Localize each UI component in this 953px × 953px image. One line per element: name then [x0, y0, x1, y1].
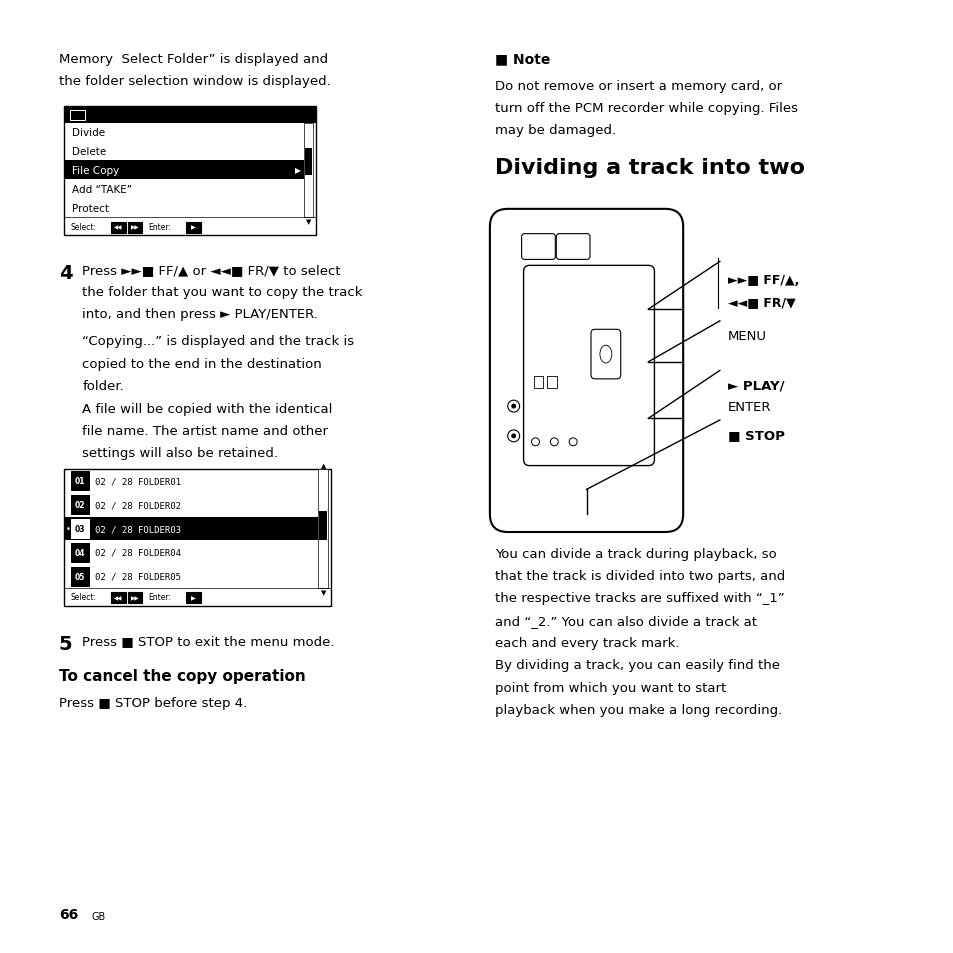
- FancyBboxPatch shape: [186, 222, 201, 233]
- FancyBboxPatch shape: [111, 593, 126, 604]
- Text: ► PLAY/: ► PLAY/: [727, 379, 783, 392]
- Text: •: •: [66, 524, 71, 534]
- Text: Enter:: Enter:: [148, 593, 171, 601]
- Text: Enter:: Enter:: [148, 222, 171, 232]
- Text: A file will be copied with the identical: A file will be copied with the identical: [82, 402, 333, 416]
- Text: ▶▶: ▶▶: [131, 596, 139, 600]
- Text: each and every track mark.: each and every track mark.: [495, 637, 679, 649]
- Text: ◀◀: ◀◀: [113, 596, 122, 600]
- Bar: [71, 496, 90, 515]
- Text: ▶: ▶: [191, 226, 195, 231]
- Text: Memory  Select Folder” is displayed and: Memory Select Folder” is displayed and: [59, 52, 328, 66]
- Text: ■ STOP: ■ STOP: [727, 429, 784, 441]
- Text: Delete: Delete: [71, 147, 106, 157]
- Bar: [71, 543, 90, 562]
- Text: ▶: ▶: [191, 596, 195, 600]
- Text: “Copying...” is displayed and the track is: “Copying...” is displayed and the track …: [82, 335, 355, 348]
- Text: 05: 05: [74, 572, 85, 581]
- Text: ▲: ▲: [320, 462, 326, 469]
- Bar: [303, 124, 314, 218]
- Text: 66: 66: [59, 907, 78, 922]
- Bar: [71, 567, 90, 586]
- Text: Add “TAKE”: Add “TAKE”: [71, 185, 132, 194]
- Bar: [304, 149, 313, 175]
- Bar: [533, 376, 543, 389]
- Text: 5: 5: [59, 634, 72, 653]
- Bar: [547, 376, 557, 389]
- Text: MENU: MENU: [727, 330, 766, 342]
- Text: Press ■ STOP to exit the menu mode.: Press ■ STOP to exit the menu mode.: [82, 634, 335, 647]
- Ellipse shape: [599, 346, 611, 364]
- Text: Press ►►■ FF/▲ or ◄◄■ FR/▼ to select: Press ►►■ FF/▲ or ◄◄■ FR/▼ to select: [82, 264, 341, 276]
- Circle shape: [511, 434, 516, 439]
- Text: Select:: Select:: [71, 222, 96, 232]
- Text: 01: 01: [74, 476, 85, 486]
- Text: settings will also be retained.: settings will also be retained.: [82, 447, 278, 459]
- Text: File Copy: File Copy: [71, 166, 119, 175]
- Text: ▼: ▼: [306, 219, 311, 225]
- Text: may be damaged.: may be damaged.: [495, 124, 616, 137]
- Text: the respective tracks are suffixed with “_1”: the respective tracks are suffixed with …: [495, 592, 783, 605]
- Text: GB: GB: [91, 911, 106, 922]
- FancyBboxPatch shape: [186, 593, 201, 604]
- FancyBboxPatch shape: [128, 593, 142, 604]
- Text: turn off the PCM recorder while copying. Files: turn off the PCM recorder while copying.…: [495, 102, 797, 114]
- Bar: [71, 472, 90, 491]
- Text: Protect: Protect: [71, 204, 109, 213]
- Text: and “_2.” You can also divide a track at: and “_2.” You can also divide a track at: [495, 614, 756, 627]
- Text: 02 / 28 FOLDER02: 02 / 28 FOLDER02: [95, 500, 181, 510]
- Text: folder.: folder.: [82, 379, 124, 393]
- Text: into, and then press ► PLAY/ENTER.: into, and then press ► PLAY/ENTER.: [82, 308, 318, 321]
- Text: that the track is divided into two parts, and: that the track is divided into two parts…: [495, 570, 784, 582]
- FancyBboxPatch shape: [490, 210, 682, 533]
- Text: You can divide a track during playback, so: You can divide a track during playback, …: [495, 547, 776, 560]
- Text: playback when you make a long recording.: playback when you make a long recording.: [495, 703, 781, 717]
- FancyBboxPatch shape: [111, 222, 126, 233]
- Text: ►►■ FF/▲,: ►►■ FF/▲,: [727, 274, 799, 287]
- Text: file name. The artist name and other: file name. The artist name and other: [82, 424, 328, 437]
- Text: Divide: Divide: [71, 128, 105, 138]
- Text: 02 / 28 FOLDER01: 02 / 28 FOLDER01: [95, 476, 181, 486]
- Text: ▶▶: ▶▶: [131, 226, 139, 231]
- Text: ◀◀: ◀◀: [113, 226, 122, 231]
- FancyBboxPatch shape: [521, 234, 555, 260]
- Text: Press ■ STOP before step 4.: Press ■ STOP before step 4.: [59, 697, 247, 709]
- Text: 04: 04: [74, 548, 85, 558]
- FancyBboxPatch shape: [590, 330, 620, 379]
- Text: copied to the end in the destination: copied to the end in the destination: [82, 357, 322, 370]
- Bar: [64, 107, 316, 236]
- Text: ◄◄■ FR/▼: ◄◄■ FR/▼: [727, 295, 795, 309]
- Text: 02 / 28 FOLDER05: 02 / 28 FOLDER05: [95, 572, 181, 581]
- Circle shape: [511, 404, 516, 409]
- Bar: [64, 517, 318, 541]
- Bar: [64, 107, 316, 124]
- Text: Do not remove or insert a memory card, or: Do not remove or insert a memory card, o…: [495, 79, 781, 92]
- Text: ▶: ▶: [294, 166, 300, 175]
- Text: 02: 02: [74, 500, 85, 510]
- Text: 03: 03: [74, 524, 85, 534]
- Bar: [64, 470, 331, 606]
- Text: By dividing a track, you can easily find the: By dividing a track, you can easily find…: [495, 659, 779, 672]
- Text: 02 / 28 FOLDER03: 02 / 28 FOLDER03: [95, 524, 181, 534]
- Text: the folder selection window is displayed.: the folder selection window is displayed…: [59, 74, 330, 88]
- Text: ▼: ▼: [320, 589, 326, 596]
- Text: ▲: ▲: [306, 116, 311, 123]
- Text: To cancel the copy operation: To cancel the copy operation: [59, 669, 305, 683]
- Bar: [71, 519, 90, 538]
- Text: 4: 4: [59, 264, 72, 283]
- Text: Dividing a track into two: Dividing a track into two: [495, 158, 804, 178]
- FancyBboxPatch shape: [523, 266, 654, 466]
- Bar: [319, 511, 327, 541]
- FancyBboxPatch shape: [556, 234, 589, 260]
- Text: ■ Note: ■ Note: [495, 52, 550, 67]
- Text: Select:: Select:: [71, 593, 96, 601]
- Text: 02 / 28 FOLDER04: 02 / 28 FOLDER04: [95, 548, 181, 558]
- FancyBboxPatch shape: [128, 222, 142, 233]
- Text: ENTER: ENTER: [727, 401, 770, 414]
- Bar: [64, 161, 303, 180]
- Text: point from which you want to start: point from which you want to start: [495, 681, 725, 694]
- Text: the folder that you want to copy the track: the folder that you want to copy the tra…: [82, 286, 362, 299]
- Bar: [318, 470, 328, 588]
